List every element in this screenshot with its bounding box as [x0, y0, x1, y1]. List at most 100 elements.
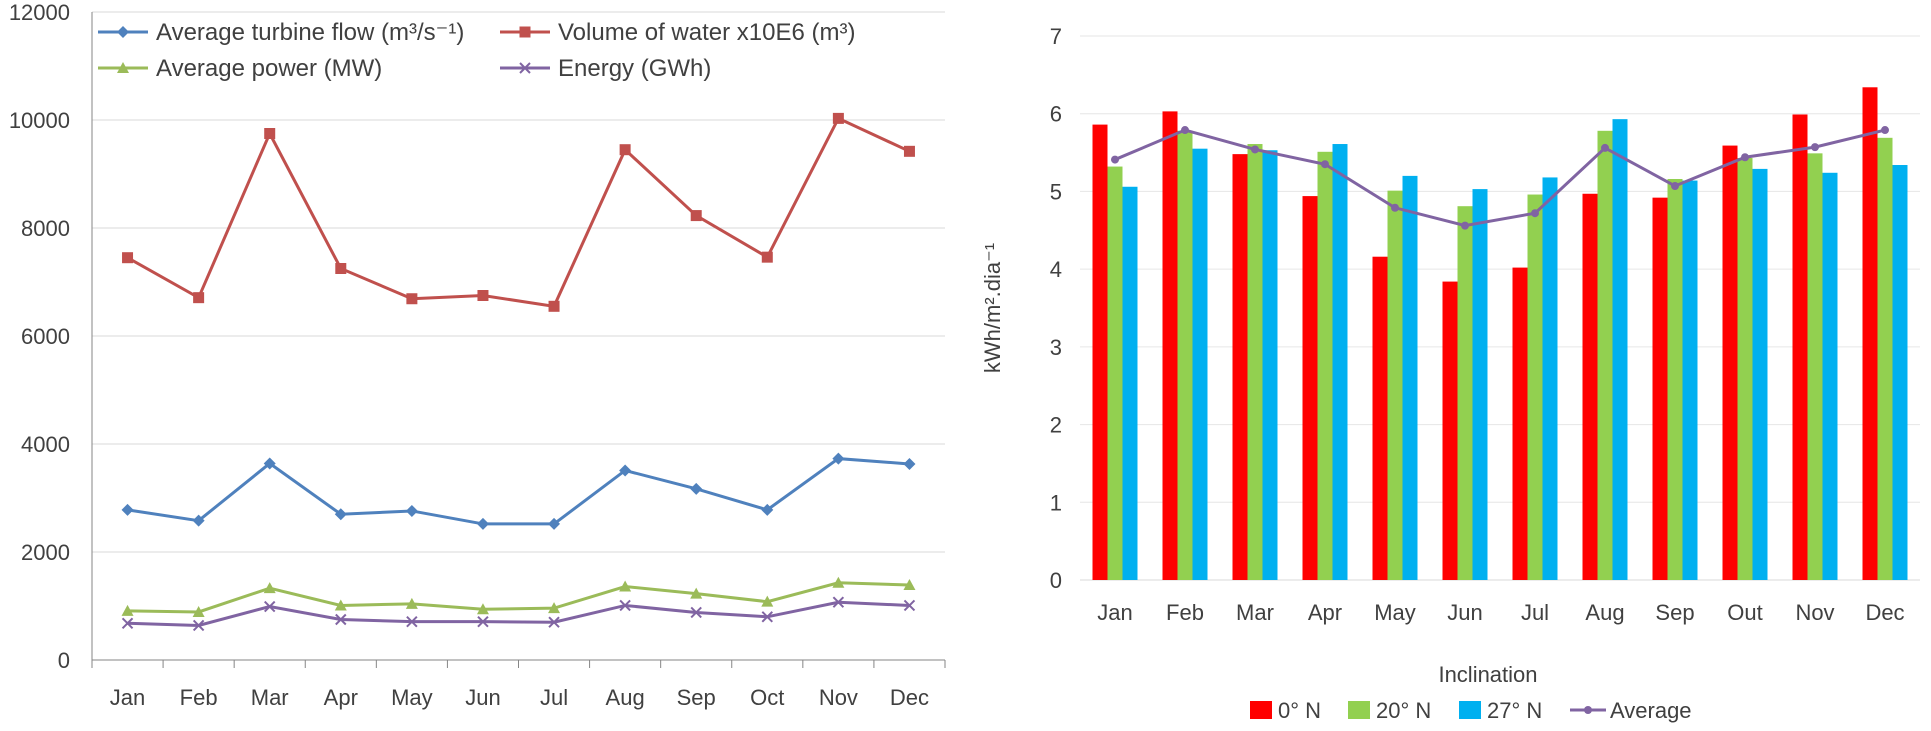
legend-label: Energy (GWh) — [558, 55, 711, 82]
data-point — [477, 290, 489, 301]
x-tick-label: Oct — [750, 685, 784, 710]
average-point — [1811, 143, 1819, 152]
data-point — [690, 482, 703, 495]
data-point — [192, 514, 205, 527]
data-point — [335, 263, 347, 274]
legend-label: Average — [1610, 698, 1692, 723]
legend-marker — [519, 62, 531, 74]
bar — [1667, 178, 1683, 580]
data-point — [477, 615, 489, 628]
bar — [1877, 137, 1893, 580]
series-line — [127, 457, 910, 526]
bar — [1387, 190, 1403, 580]
y-tick-label: 3 — [1050, 335, 1062, 360]
legend-marker — [117, 62, 129, 73]
data-point — [121, 604, 134, 616]
y-tick-label: 2000 — [21, 540, 70, 565]
bar — [1682, 180, 1698, 580]
bar — [1192, 148, 1208, 580]
data-point — [548, 300, 560, 312]
data-point — [619, 599, 631, 612]
data-point — [334, 599, 347, 611]
y-tick-label: 6000 — [21, 324, 70, 349]
bar — [1612, 119, 1628, 580]
bar — [1317, 151, 1333, 580]
legend-marker — [117, 26, 129, 38]
data-point — [903, 457, 916, 470]
bar — [1442, 281, 1458, 580]
bar — [1332, 144, 1348, 580]
data-point — [761, 251, 773, 263]
data-point — [264, 128, 276, 139]
x-tick-label: Nov — [819, 685, 858, 710]
bar — [1122, 186, 1138, 580]
x-tick-label: Out — [1727, 600, 1762, 625]
data-point — [264, 600, 276, 613]
line-chart: 0 2000 4000 6000 8000 10000 12000 Jan Feb Mar Apr M… — [9, 0, 946, 710]
x-tick-label: Jul — [540, 685, 568, 710]
data-point — [548, 517, 561, 530]
data-point — [619, 464, 632, 477]
x-tick-label: Sep — [1655, 600, 1694, 625]
y-tick-label: 0 — [1050, 568, 1062, 593]
data-point — [619, 144, 631, 156]
x-tick-label: Jul — [1521, 600, 1549, 625]
data-point — [761, 611, 773, 623]
legend-label: Average turbine flow (m³/s⁻¹) — [156, 19, 464, 46]
x-tick-label: Nov — [1795, 600, 1834, 625]
average-line — [1114, 128, 1886, 228]
data-point — [548, 616, 560, 628]
average-point — [1321, 160, 1329, 169]
data-point — [476, 517, 489, 530]
bar — [1807, 153, 1823, 580]
legend-label: Volume of water x10E6 (m³) — [558, 19, 855, 46]
bar — [1822, 172, 1838, 580]
average-point — [1181, 126, 1189, 135]
bar — [1107, 166, 1123, 580]
bar — [1527, 194, 1543, 580]
data-point — [122, 252, 134, 264]
series-line — [127, 581, 910, 614]
y-tick-label: 8000 — [21, 216, 70, 241]
bar — [1582, 193, 1598, 580]
bar — [1372, 256, 1388, 580]
data-point — [903, 578, 916, 590]
bar — [1232, 154, 1248, 580]
data-point — [832, 576, 845, 588]
y-tick-label: 4 — [1050, 257, 1062, 282]
bar — [1542, 177, 1558, 580]
y-tick-label: 5 — [1050, 179, 1062, 204]
average-point — [1461, 221, 1469, 230]
x-tick-label: Mar — [251, 685, 289, 710]
data-point — [548, 602, 561, 614]
data-point — [690, 210, 702, 222]
y-tick-label: 4000 — [21, 432, 70, 457]
x-tick-label: Feb — [180, 685, 218, 710]
x-tick-label: Aug — [606, 685, 645, 710]
x-tick-label: May — [391, 685, 433, 710]
legend-swatch — [1459, 701, 1481, 719]
x-tick-label: Jan — [1097, 600, 1132, 625]
data-point — [761, 503, 774, 516]
bar — [1862, 87, 1878, 580]
data-point — [121, 617, 134, 629]
data-point — [476, 603, 489, 615]
y-tick-label: 12000 — [9, 0, 70, 25]
bar — [1177, 130, 1193, 580]
average-point — [1111, 155, 1119, 164]
data-point — [832, 596, 845, 608]
x-tick-label: Dec — [1865, 600, 1904, 625]
series-line — [127, 600, 910, 627]
x-tick-label: Jan — [110, 685, 145, 710]
data-point — [263, 582, 276, 594]
y-tick-label: 7 — [1050, 24, 1062, 49]
x-tick-label: Sep — [677, 685, 716, 710]
x-tick-label: May — [1374, 600, 1416, 625]
average-point — [1251, 145, 1259, 154]
y-tick-label: 1 — [1050, 490, 1062, 515]
average-point — [1601, 143, 1609, 152]
data-point — [903, 145, 915, 157]
bar — [1402, 175, 1418, 580]
x-tick-label: Jun — [465, 685, 500, 710]
bar — [1247, 144, 1263, 580]
